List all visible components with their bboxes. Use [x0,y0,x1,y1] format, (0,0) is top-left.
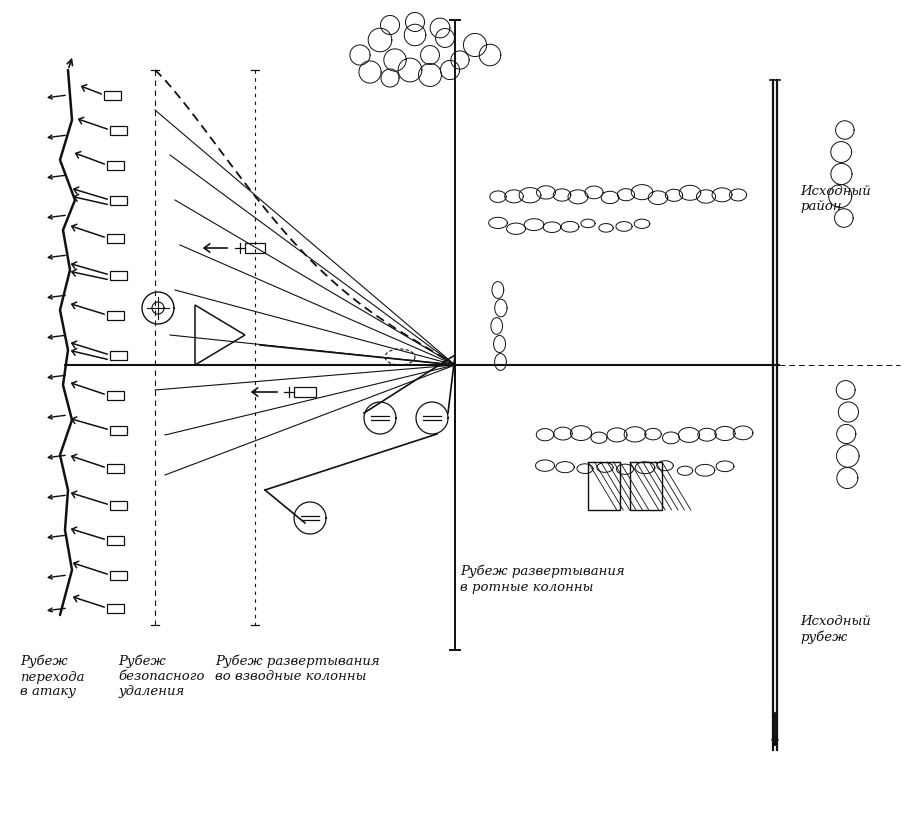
Bar [630,462,662,510]
Text: Рубеж
перехода
в атаку: Рубеж перехода в атаку [20,655,84,698]
Text: Исходный
район: Исходный район [800,185,871,213]
Bar [588,462,620,510]
Text: Рубеж
безопасного
удаления: Рубеж безопасного удаления [118,655,205,698]
Text: Рубеж развертывания
в ротные колонны: Рубеж развертывания в ротные колонны [460,565,624,593]
Text: Рубеж развертывания
во взводные колонны: Рубеж развертывания во взводные колонны [215,655,379,684]
Bar [630,462,662,510]
Bar [588,462,620,510]
Text: Исходный
рубеж: Исходный рубеж [800,615,871,644]
